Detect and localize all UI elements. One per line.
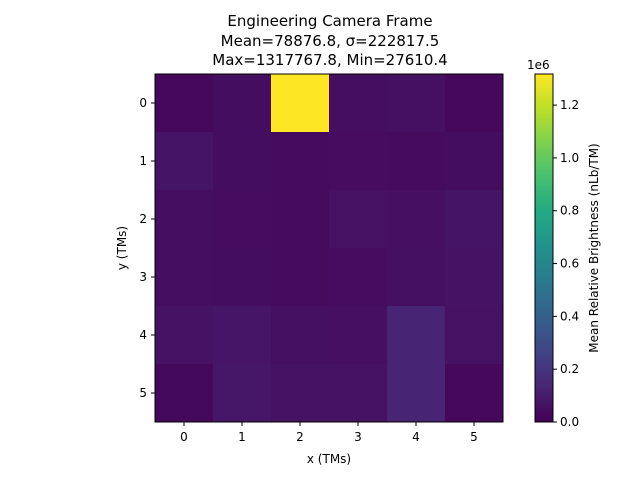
y-axis-label: y (TMs) xyxy=(115,226,129,270)
heatmap-cell xyxy=(387,306,446,365)
y-tick-label: 2 xyxy=(139,212,147,226)
heatmap-cell xyxy=(213,306,272,365)
y-tick-label: 5 xyxy=(139,386,147,400)
axes-frame xyxy=(154,73,504,423)
heatmap-cell xyxy=(329,190,388,249)
heatmap-cell xyxy=(155,132,214,191)
colorbar-multiplier: 1e6 xyxy=(527,58,550,72)
x-tick-label: 5 xyxy=(470,430,478,444)
y-tick-label: 3 xyxy=(139,270,147,284)
y-tick-label: 1 xyxy=(139,154,147,168)
heatmap-cell xyxy=(155,306,214,365)
heatmap-cell xyxy=(271,190,330,249)
y-tick-label: 0 xyxy=(139,96,147,110)
colorbar xyxy=(534,73,554,423)
heatmap-cell xyxy=(387,74,446,133)
heatmap-cell xyxy=(329,306,388,365)
heatmap-cell xyxy=(271,364,330,423)
heatmap-cell xyxy=(155,190,214,249)
heatmap-cell xyxy=(155,74,214,133)
x-tick-label: 1 xyxy=(238,430,246,444)
colorbar-label: Mean Relative Brightness (nLb/TM) xyxy=(587,143,601,352)
heatmap-cell xyxy=(445,190,504,249)
heatmap-cell xyxy=(271,74,330,133)
heatmap-cell xyxy=(445,74,504,133)
x-tick-label: 0 xyxy=(180,430,188,444)
heatmap-cell xyxy=(213,248,272,307)
y-tick-label: 4 xyxy=(139,328,147,342)
x-tick-label: 2 xyxy=(296,430,304,444)
heatmap-cell xyxy=(271,132,330,191)
heatmap-cell xyxy=(213,190,272,249)
heatmap-cell xyxy=(387,132,446,191)
heatmap-cell xyxy=(329,248,388,307)
heatmap-cell xyxy=(155,248,214,307)
colorbar-tick-label: 0.2 xyxy=(560,362,579,376)
colorbar-tick-label: 1.0 xyxy=(560,151,579,165)
heatmap-cell xyxy=(271,306,330,365)
heatmap-cell xyxy=(213,74,272,133)
colorbar-tick-label: 0.6 xyxy=(560,257,579,271)
heatmap-cell xyxy=(155,364,214,423)
heatmap-cell xyxy=(329,74,388,133)
heatmap-cell xyxy=(271,248,330,307)
heatmap-cell xyxy=(213,364,272,423)
heatmap-cell xyxy=(445,248,504,307)
x-tick-label: 3 xyxy=(354,430,362,444)
heatmap-cell xyxy=(445,364,504,423)
heatmap-cell xyxy=(213,132,272,191)
colorbar-tick-label: 0.8 xyxy=(560,204,579,218)
colorbar-tick-label: 0.4 xyxy=(560,309,579,323)
heatmap-cell xyxy=(387,364,446,423)
colorbar-tick-label: 0.0 xyxy=(560,415,579,429)
x-tick-label: 4 xyxy=(412,430,420,444)
heatmap-cell xyxy=(387,248,446,307)
x-axis-label: x (TMs) xyxy=(307,452,351,466)
colorbar-tick-label: 1.2 xyxy=(560,98,579,112)
heatmap-cell xyxy=(329,132,388,191)
chart-title-line-3: Max=1317767.8, Min=27610.4 xyxy=(212,51,448,69)
heatmap-cell xyxy=(329,364,388,423)
heatmap-cell xyxy=(387,190,446,249)
chart-title-line-2: Mean=78876.8, σ=222817.5 xyxy=(220,32,440,50)
chart-title-line-1: Engineering Camera Frame xyxy=(227,12,433,30)
heatmap-cell xyxy=(445,132,504,191)
heatmap-cell xyxy=(445,306,504,365)
